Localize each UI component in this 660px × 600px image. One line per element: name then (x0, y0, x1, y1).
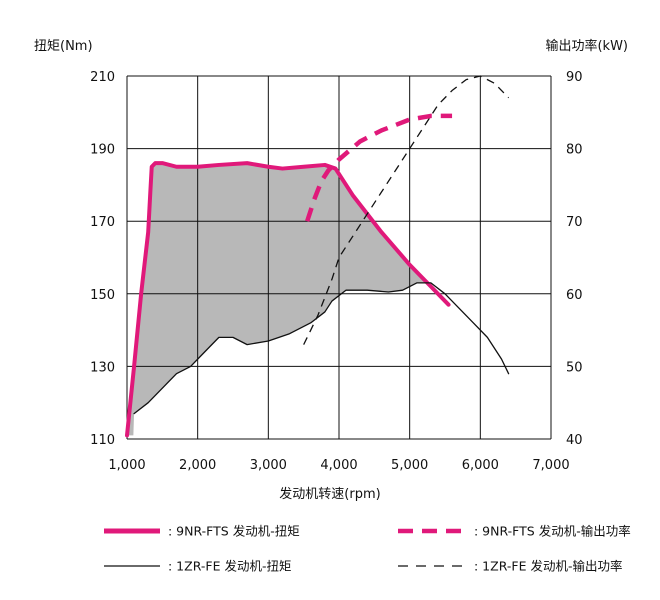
y-right-tick-label: 40 (566, 433, 583, 448)
y-right-tick-label: 90 (566, 70, 583, 85)
grid (126, 75, 552, 440)
x-tick-label: 5,000 (391, 458, 428, 473)
y-right-tick-label: 80 (566, 143, 583, 158)
axis-ticks: 1,000 2,000 3,000 4,000 5,000 6,000 7,000 210 19… (90, 70, 582, 473)
y-right-tick-label: 70 (566, 215, 583, 230)
y-right-tick-label: 50 (566, 360, 583, 375)
x-tick-label: 2,000 (179, 458, 216, 473)
x-tick-label: 6,000 (462, 458, 499, 473)
legend-label: : 1ZR-FE 发动机-输出功率 (474, 559, 622, 574)
y-left-tick-label: 170 (90, 215, 115, 230)
torque-gap-area (127, 163, 449, 436)
series-line-1ZR-FE-发动机-扭矩 (133, 282, 510, 415)
x-tick-label: 4,000 (320, 458, 357, 473)
y-axis-right-title: 输出功率(kW) (545, 38, 628, 54)
x-axis-title: 发动机转速(rpm) (279, 486, 380, 502)
torque-difference-fill (127, 163, 449, 436)
x-tick-label: 1,000 (108, 458, 145, 473)
y-left-tick-label: 150 (90, 288, 115, 303)
y-left-tick-label: 130 (90, 360, 115, 375)
x-tick-label: 3,000 (250, 458, 287, 473)
series-line-9NR-FTS-发动机-输出功率 (305, 113, 453, 222)
y-right-tick-label: 60 (566, 288, 583, 303)
y-axis-left-title: 扭矩(Nm) (34, 39, 93, 54)
series-lines (125, 75, 510, 438)
legend-label: : 1ZR-FE 发动机-扭矩 (168, 559, 291, 574)
legend-label: : 9NR-FTS 发动机-扭矩 (168, 524, 300, 539)
y-left-tick-label: 210 (90, 70, 115, 85)
x-tick-label: 7,000 (532, 458, 569, 473)
y-left-tick-label: 190 (90, 143, 115, 158)
legend: : 9NR-FTS 发动机-扭矩 : 9NR-FTS 发动机-输出功率 : 1ZR-… (104, 524, 631, 574)
y-left-tick-label: 110 (90, 433, 115, 448)
legend-label: : 9NR-FTS 发动机-输出功率 (474, 524, 631, 539)
series-line-1ZR-FE-发动机-输出功率 (303, 75, 510, 345)
